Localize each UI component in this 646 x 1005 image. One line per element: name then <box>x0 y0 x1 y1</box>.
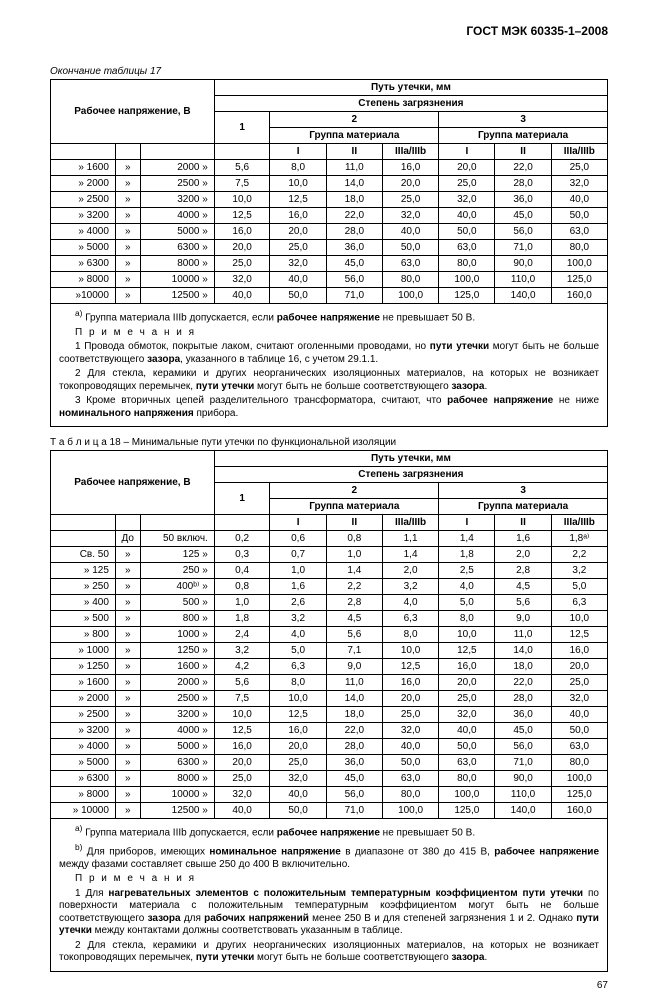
table-18-title: Т а б л и ц а 18 – Минимальные пути утеч… <box>50 437 608 448</box>
note-2: 2 Для стекла, керамики и других неоргани… <box>59 940 599 965</box>
note-a: Группа материала IIIb допускается, если … <box>85 828 475 839</box>
table-18: Рабочее напряжение, В Путь утечки, мм Ст… <box>50 450 608 819</box>
document-id: ГОСТ МЭК 60335-1–2008 <box>50 24 608 38</box>
page-number: 67 <box>50 980 608 991</box>
table-17-footnotes: a) Группа материала IIIb допускается, ес… <box>50 304 608 427</box>
note-2: 2 Для стекла, керамики и других неоргани… <box>59 368 599 393</box>
table-18-footnotes: a) Группа материала IIIb допускается, ес… <box>50 819 608 972</box>
table-17: Рабочее напряжение, В Путь утечки, мм Ст… <box>50 79 608 304</box>
note-a: Группа материала IIIb допускается, если … <box>85 312 475 323</box>
note-3: 3 Кроме вторичных цепей разделительного … <box>59 395 599 420</box>
note-b: Для приборов, имеющих номинальное напряж… <box>59 846 599 870</box>
table-17-caption: Окончание таблицы 17 <box>50 66 608 77</box>
notes-title: П р и м е ч а н и я <box>59 327 599 340</box>
notes-title: П р и м е ч а н и я <box>59 873 599 886</box>
note-1: 1 Провода обмоток, покрытые лаком, счита… <box>59 341 599 366</box>
